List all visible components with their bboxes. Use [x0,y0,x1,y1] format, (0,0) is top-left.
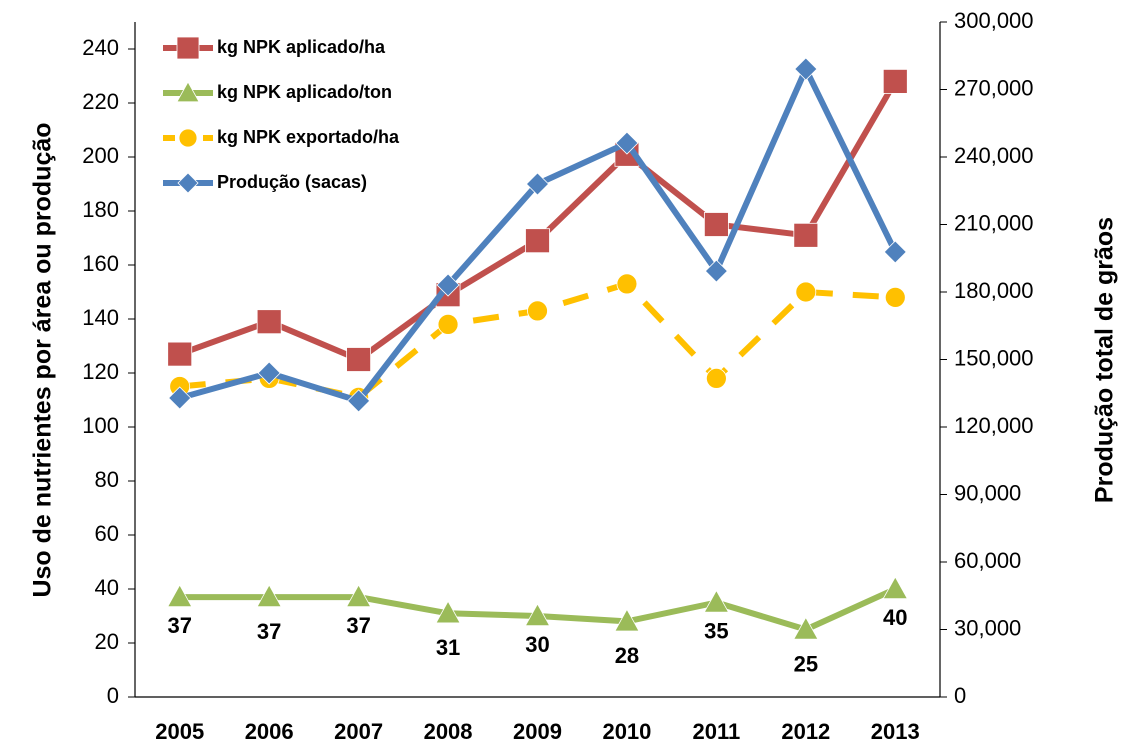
marker [525,228,550,254]
y-tick-label: 220 [82,89,119,114]
y2-tick-label: 90,000 [954,480,1021,505]
y-tick-label: 20 [95,629,119,654]
marker [883,240,907,264]
marker [525,172,550,196]
marker [704,259,728,283]
x-tick-label: 2011 [693,719,741,744]
marker [794,57,818,81]
y-axis-label: Uso de nutrientes por área ou produção [29,122,57,597]
y2-tick-label: 0 [954,683,966,708]
marker [793,616,819,640]
marker [167,341,193,367]
data-label: 37 [167,613,191,638]
data-label: 31 [436,635,460,660]
data-label: 35 [704,618,728,643]
y-tick-label: 160 [82,251,119,276]
marker [435,600,461,624]
y-tick-label: 60 [95,521,119,546]
marker [178,128,198,148]
x-tick-label: 2012 [781,719,830,744]
marker [795,281,817,303]
x-tick-label: 2010 [602,719,651,744]
y2-tick-label: 210,000 [954,210,1034,235]
data-label: 25 [794,651,818,676]
y2-tick-label: 240,000 [954,143,1034,168]
legend-label: Produção (sacas) [217,172,367,192]
y-tick-label: 40 [95,575,119,600]
data-label: 37 [346,613,370,638]
y2-tick-label: 30,000 [954,615,1021,640]
marker [176,81,200,103]
marker [345,584,372,608]
y2-tick-label: 180,000 [954,278,1034,303]
marker [616,273,638,295]
marker [524,603,551,626]
marker [176,36,200,60]
marker [257,361,281,385]
y-tick-label: 80 [95,467,119,492]
y2-tick-label: 270,000 [954,75,1034,100]
x-tick-label: 2008 [424,719,473,744]
y2-tick-label: 120,000 [954,413,1034,438]
marker [168,386,192,410]
marker [167,584,193,608]
marker [615,131,639,155]
data-label: 40 [883,605,907,630]
y2-axis-label: Produção total de grãos [1091,217,1119,503]
marker [437,313,459,335]
y-tick-label: 140 [82,305,119,330]
marker [703,212,729,237]
marker [884,286,906,308]
marker [527,300,548,322]
y-tick-label: 0 [107,683,119,708]
marker [256,584,282,608]
y-tick-label: 100 [82,413,119,438]
marker [882,69,908,94]
marker [882,576,908,599]
data-label: 30 [525,632,549,657]
y2-tick-label: 300,000 [954,8,1034,33]
marker [436,273,460,297]
x-tick-label: 2006 [245,719,294,744]
marker [705,367,727,389]
x-tick-label: 2013 [871,719,920,744]
marker [347,389,371,413]
marker [614,608,640,632]
legend-label: kg NPK aplicado/ha [217,37,386,57]
marker [177,172,199,194]
data-label: 37 [257,619,281,644]
marker [793,222,819,248]
marker [256,309,282,335]
y-tick-label: 180 [82,197,119,222]
y2-tick-label: 150,000 [954,345,1034,370]
legend-label: kg NPK aplicado/ton [217,82,392,102]
marker [346,347,372,372]
x-tick-label: 2005 [155,719,204,744]
y-tick-label: 240 [82,35,119,60]
y-tick-label: 120 [82,359,119,384]
legend-label: kg NPK exportado/ha [217,127,400,147]
x-tick-label: 2007 [334,719,383,744]
x-tick-label: 2009 [513,719,562,744]
data-label: 28 [615,643,639,668]
y-tick-label: 200 [82,143,119,168]
marker [703,589,730,613]
y2-tick-label: 60,000 [954,548,1021,573]
